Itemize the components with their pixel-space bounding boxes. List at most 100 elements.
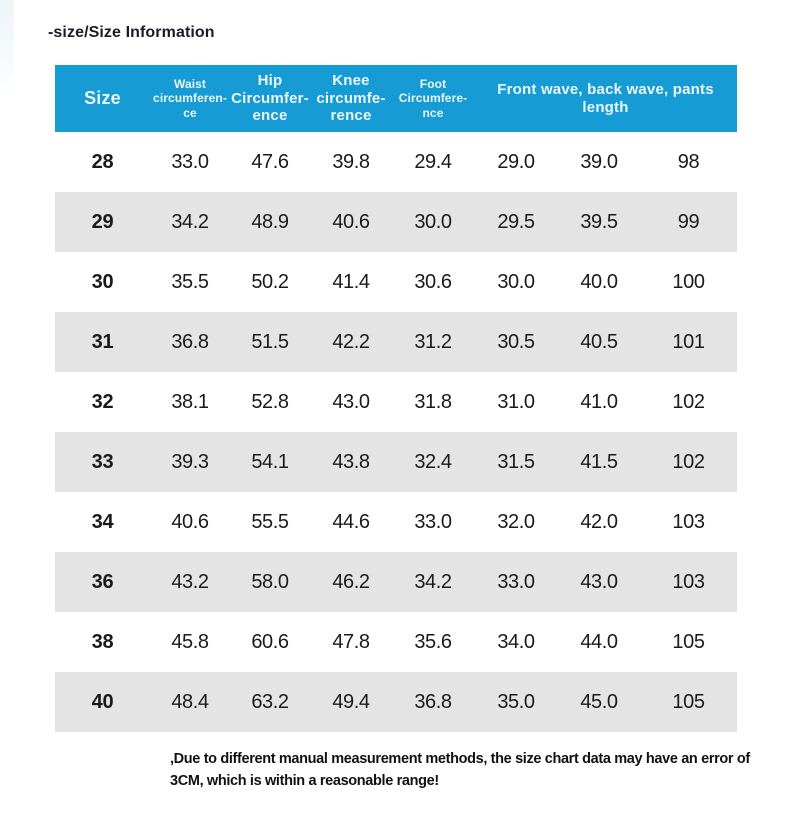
header-cell-foot-line: nce xyxy=(422,105,444,120)
table-row: 34 40.6 55.5 44.6 33.0 32.0 42.0 103 xyxy=(55,492,737,552)
value-cell: 44.6 xyxy=(332,510,370,533)
header-cell-waist-line: circumferen- xyxy=(153,91,227,106)
value-cell: 39.8 xyxy=(332,150,370,173)
value-cell: 98 xyxy=(677,150,700,173)
value-cell: 100 xyxy=(672,270,705,293)
value-cell: 30.5 xyxy=(497,330,535,353)
header-cell-foot: Foot Circumfere-nce xyxy=(392,65,474,132)
value-cell: 55.5 xyxy=(251,510,289,533)
value-cell: 105 xyxy=(672,630,705,653)
value-cell: 33.0 xyxy=(414,510,452,533)
size-cell: 34 xyxy=(91,510,114,533)
value-cell: 39.0 xyxy=(580,150,618,173)
table-row: 36 43.2 58.0 46.2 34.2 33.0 43.0 103 xyxy=(55,552,738,612)
value-cell: 33.0 xyxy=(171,150,209,173)
header-cell-size: Size xyxy=(55,65,150,132)
header-cell-knee: Knee circumfe-rence xyxy=(310,65,392,132)
value-cell: 43.0 xyxy=(580,570,618,593)
value-cell: 99 xyxy=(677,210,700,233)
value-cell: 48.9 xyxy=(251,210,289,233)
header-cell-knee-line: Knee xyxy=(332,71,370,89)
value-cell: 34.0 xyxy=(497,630,535,653)
value-cell: 44.0 xyxy=(580,630,618,653)
table-row: 33 39.3 54.1 43.8 32.4 31.5 41.5 102 xyxy=(55,432,738,492)
header-cell-waist-line: ce xyxy=(183,105,197,120)
header-cell-hip-line: ence xyxy=(252,107,288,125)
table-row: 32 38.1 52.8 43.0 31.8 31.0 41.0 102 xyxy=(55,372,737,432)
value-cell: 31.0 xyxy=(497,390,535,413)
size-cell: 30 xyxy=(91,270,114,293)
value-cell: 45.0 xyxy=(580,690,618,713)
header-cell-foot-line: Foot xyxy=(419,77,447,92)
value-cell: 29.0 xyxy=(497,150,535,173)
value-cell: 35.6 xyxy=(414,630,452,653)
table-row: 40 48.4 63.2 49.4 36.8 35.0 45.0 105 xyxy=(55,672,738,732)
value-cell: 43.0 xyxy=(332,390,370,413)
value-cell: 63.2 xyxy=(251,690,289,713)
note-line: 3CM, which is within a reasonable range! xyxy=(170,773,439,789)
header-cell-hip-line: Circumfer- xyxy=(231,89,309,107)
header-cell-waist-line: Waist xyxy=(173,77,207,92)
value-cell: 101 xyxy=(672,330,705,353)
value-cell: 30.0 xyxy=(414,210,452,233)
value-cell: 103 xyxy=(672,570,705,593)
value-cell: 31.5 xyxy=(497,450,535,473)
value-cell: 47.8 xyxy=(332,630,370,653)
size-cell: 31 xyxy=(91,330,114,353)
header-cell-hip: Hip Circumfer-ence xyxy=(230,65,310,132)
size-cell: 38 xyxy=(91,630,114,653)
table-row: 31 36.8 51.5 42.2 31.2 30.5 40.5 101 xyxy=(55,312,738,372)
measurement-note: ,Due to different manual measurement met… xyxy=(170,748,750,792)
value-cell: 36.8 xyxy=(414,690,452,713)
background-corner-patch xyxy=(0,0,14,95)
size-cell: 28 xyxy=(91,150,114,173)
value-cell: 41.5 xyxy=(580,450,618,473)
value-cell: 39.3 xyxy=(171,450,209,473)
value-cell: 31.2 xyxy=(414,330,452,353)
value-cell: 30.6 xyxy=(414,270,452,293)
value-cell: 40.0 xyxy=(580,270,618,293)
table-row: 28 33.0 47.6 39.8 29.4 29.0 39.0 98 xyxy=(55,132,737,192)
header-cell-knee-line: circumfe- xyxy=(316,89,386,107)
value-cell: 35.0 xyxy=(497,690,535,713)
header-cell-waist: Waist circumferen-ce xyxy=(150,65,230,132)
value-cell: 41.0 xyxy=(580,390,618,413)
table-row: 30 35.5 50.2 41.4 30.6 30.0 40.0 100 xyxy=(55,252,737,312)
value-cell: 29.4 xyxy=(414,150,452,173)
value-cell: 40.6 xyxy=(332,210,370,233)
header-cell-foot-line: Circumfere- xyxy=(398,91,468,106)
value-cell: 47.6 xyxy=(251,150,289,173)
value-cell: 49.4 xyxy=(332,690,370,713)
value-cell: 38.1 xyxy=(171,390,209,413)
size-table-body: 28 33.0 47.6 39.8 29.4 29.0 39.0 98 29 34.2 48.9 40… xyxy=(55,132,738,732)
value-cell: 43.2 xyxy=(171,570,209,593)
header-cell-size-line: Size xyxy=(84,87,121,108)
value-cell: 41.4 xyxy=(332,270,370,293)
value-cell: 102 xyxy=(672,390,705,413)
value-cell: 60.6 xyxy=(251,630,289,653)
value-cell: 48.4 xyxy=(171,690,209,713)
value-cell: 42.2 xyxy=(332,330,370,353)
size-cell: 33 xyxy=(91,450,114,473)
value-cell: 51.5 xyxy=(251,330,289,353)
value-cell: 58.0 xyxy=(251,570,289,593)
value-cell: 45.8 xyxy=(171,630,209,653)
value-cell: 42.0 xyxy=(580,510,618,533)
header-cell-knee-line: rence xyxy=(330,107,372,125)
value-cell: 36.8 xyxy=(171,330,209,353)
header-cell-hip-line: Hip xyxy=(257,71,283,89)
value-cell: 46.2 xyxy=(332,570,370,593)
value-cell: 35.5 xyxy=(171,270,209,293)
value-cell: 102 xyxy=(672,450,705,473)
header-row: Size Waist circumferen-ce Hip Circumfer-ence… xyxy=(55,65,738,132)
value-cell: 54.1 xyxy=(251,450,289,473)
value-cell: 40.5 xyxy=(580,330,618,353)
value-cell: 34.2 xyxy=(414,570,452,593)
value-cell: 31.8 xyxy=(414,390,452,413)
value-cell: 50.2 xyxy=(251,270,289,293)
value-cell: 52.8 xyxy=(251,390,289,413)
value-cell: 105 xyxy=(672,690,705,713)
note-line: ,Due to different manual measurement met… xyxy=(170,751,750,767)
value-cell: 40.6 xyxy=(171,510,209,533)
table-row: 29 34.2 48.9 40.6 30.0 29.5 39.5 99 xyxy=(55,192,738,252)
